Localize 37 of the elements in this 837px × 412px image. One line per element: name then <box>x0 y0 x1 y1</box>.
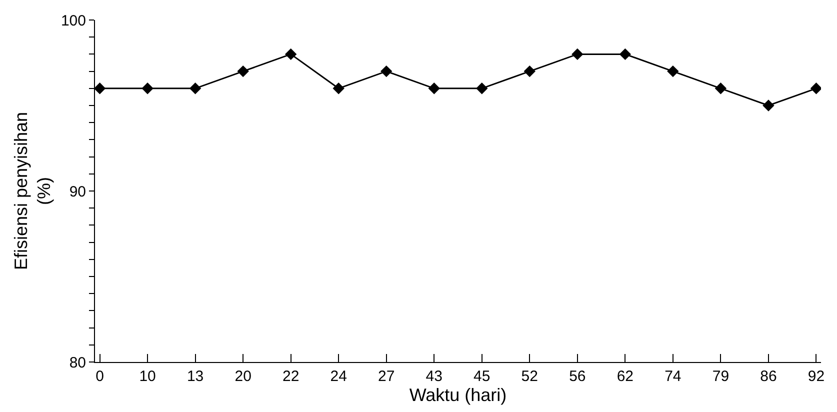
y-axis-title: Efisiensi penyisihan (%) <box>10 112 54 270</box>
y-tick-label: 90 <box>69 183 86 200</box>
point <box>572 48 584 60</box>
x-axis-title: Waktu (hari) <box>409 385 507 405</box>
x-tick-label: 74 <box>664 368 682 385</box>
point <box>619 48 632 60</box>
point <box>95 82 106 94</box>
x-tick-label: 27 <box>378 368 395 385</box>
point <box>189 82 202 94</box>
point <box>380 65 392 78</box>
y-tick-label: 100 <box>60 12 86 30</box>
point <box>237 65 249 78</box>
x-tick-label: 45 <box>474 368 490 385</box>
x-tick-label: 10 <box>139 368 156 385</box>
point <box>810 82 821 94</box>
x-tick-label: 79 <box>712 368 730 385</box>
point <box>428 82 440 94</box>
x-tick-label: 92 <box>808 368 825 385</box>
x-tick-label: 22 <box>282 368 300 385</box>
point <box>284 48 297 60</box>
point <box>762 100 774 112</box>
point <box>524 65 536 78</box>
x-tick-label: 86 <box>760 368 777 385</box>
point <box>142 82 154 94</box>
y-tick-label: 80 <box>69 354 86 372</box>
x-tick-label: 43 <box>426 368 442 385</box>
x-tick-label: 24 <box>330 368 347 385</box>
point <box>714 82 727 94</box>
point <box>332 82 344 94</box>
point <box>667 65 679 78</box>
x-tick-label: 62 <box>616 368 634 385</box>
x-tick-label: 52 <box>521 368 538 385</box>
x-tick-label: 13 <box>186 368 204 385</box>
point <box>476 82 488 94</box>
x-tick-label: 56 <box>569 368 586 385</box>
x-tick-label: 0 <box>96 368 104 385</box>
x-tick-label: 20 <box>234 368 252 385</box>
